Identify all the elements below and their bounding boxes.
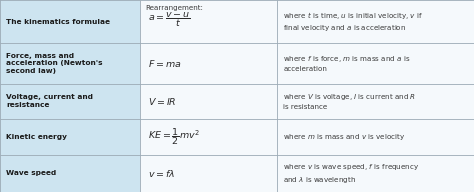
Text: where $t$ is time, $u$ is initial velocity, $v$ if
final velocity and $a$ is acc: where $t$ is time, $u$ is initial veloci… <box>283 10 423 33</box>
Bar <box>277 43 474 84</box>
Bar <box>0 155 140 192</box>
Bar <box>0 84 140 119</box>
Text: Rearrangement:: Rearrangement: <box>146 5 203 11</box>
Text: $V = IR$: $V = IR$ <box>148 96 177 107</box>
Text: Wave speed: Wave speed <box>6 170 56 176</box>
Text: $v = f\lambda$: $v = f\lambda$ <box>148 168 176 179</box>
Text: where $m$ is mass and $v$ is velocity: where $m$ is mass and $v$ is velocity <box>283 132 406 142</box>
Bar <box>0 43 140 84</box>
Bar <box>277 155 474 192</box>
Bar <box>140 119 277 155</box>
Bar <box>0 119 140 155</box>
Text: The kinematics formulae: The kinematics formulae <box>6 19 110 25</box>
Bar <box>277 0 474 43</box>
Text: Voltage, current and
resistance: Voltage, current and resistance <box>6 94 93 108</box>
Bar <box>277 119 474 155</box>
Bar <box>140 155 277 192</box>
Text: where $v$ is wave speed, $f$ is frequency
and $\lambda$ is wavelength: where $v$ is wave speed, $f$ is frequenc… <box>283 162 419 185</box>
Text: $KE = \dfrac{1}{2}mv^2$: $KE = \dfrac{1}{2}mv^2$ <box>148 126 201 147</box>
Bar <box>0 0 140 43</box>
Bar <box>140 0 277 43</box>
Text: $F = ma$: $F = ma$ <box>148 58 182 69</box>
Text: Force, mass and
acceleration (Newton's
second law): Force, mass and acceleration (Newton's s… <box>6 53 103 74</box>
Text: Kinetic energy: Kinetic energy <box>6 134 67 140</box>
Text: where $V$ is voltage, $I$ is current and $R$
is resistance: where $V$ is voltage, $I$ is current and… <box>283 92 417 110</box>
Text: $a = \dfrac{v - u}{t}$: $a = \dfrac{v - u}{t}$ <box>148 10 191 29</box>
Text: where $f$ is force, $m$ is mass and $a$ is
acceleration: where $f$ is force, $m$ is mass and $a$ … <box>283 55 411 72</box>
Bar <box>140 84 277 119</box>
Bar <box>277 84 474 119</box>
Bar <box>140 43 277 84</box>
